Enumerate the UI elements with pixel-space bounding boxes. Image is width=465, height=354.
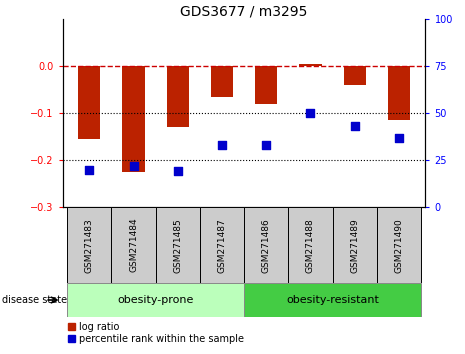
Text: GSM271489: GSM271489	[350, 218, 359, 273]
Bar	[344, 67, 366, 85]
Bar	[255, 67, 277, 104]
Point	[130, 163, 137, 169]
Point	[351, 124, 359, 129]
Point	[395, 135, 403, 141]
Text: GSM271486: GSM271486	[262, 218, 271, 273]
Point	[218, 142, 226, 148]
Text: disease state: disease state	[2, 295, 67, 305]
Point	[263, 142, 270, 148]
Legend: log ratio, percentile rank within the sample: log ratio, percentile rank within the sa…	[67, 322, 244, 344]
Title: GDS3677 / m3295: GDS3677 / m3295	[180, 4, 308, 18]
Text: GSM271485: GSM271485	[173, 218, 182, 273]
Text: GSM271490: GSM271490	[394, 218, 404, 273]
Bar	[167, 67, 189, 127]
Bar	[244, 207, 288, 283]
Point	[307, 110, 314, 116]
Text: GSM271483: GSM271483	[85, 218, 94, 273]
Bar	[388, 67, 410, 120]
Bar	[332, 207, 377, 283]
Text: obesity-resistant: obesity-resistant	[286, 295, 379, 305]
Bar	[299, 64, 321, 67]
Bar	[122, 67, 145, 172]
Point	[86, 167, 93, 172]
Point	[174, 169, 181, 174]
Text: GSM271484: GSM271484	[129, 218, 138, 273]
Bar	[78, 67, 100, 139]
Bar	[67, 283, 244, 317]
Text: obesity-prone: obesity-prone	[118, 295, 194, 305]
Bar	[244, 283, 421, 317]
Bar	[377, 207, 421, 283]
Text: GSM271488: GSM271488	[306, 218, 315, 273]
Bar	[200, 207, 244, 283]
Text: GSM271487: GSM271487	[218, 218, 226, 273]
Bar	[288, 207, 332, 283]
Bar	[67, 207, 112, 283]
Bar	[211, 67, 233, 97]
Bar	[156, 207, 200, 283]
Bar	[112, 207, 156, 283]
